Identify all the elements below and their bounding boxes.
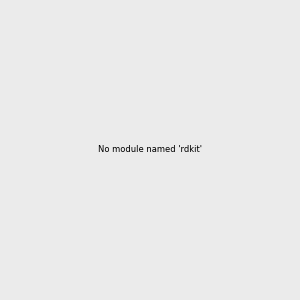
Text: No module named 'rdkit': No module named 'rdkit' (98, 146, 202, 154)
